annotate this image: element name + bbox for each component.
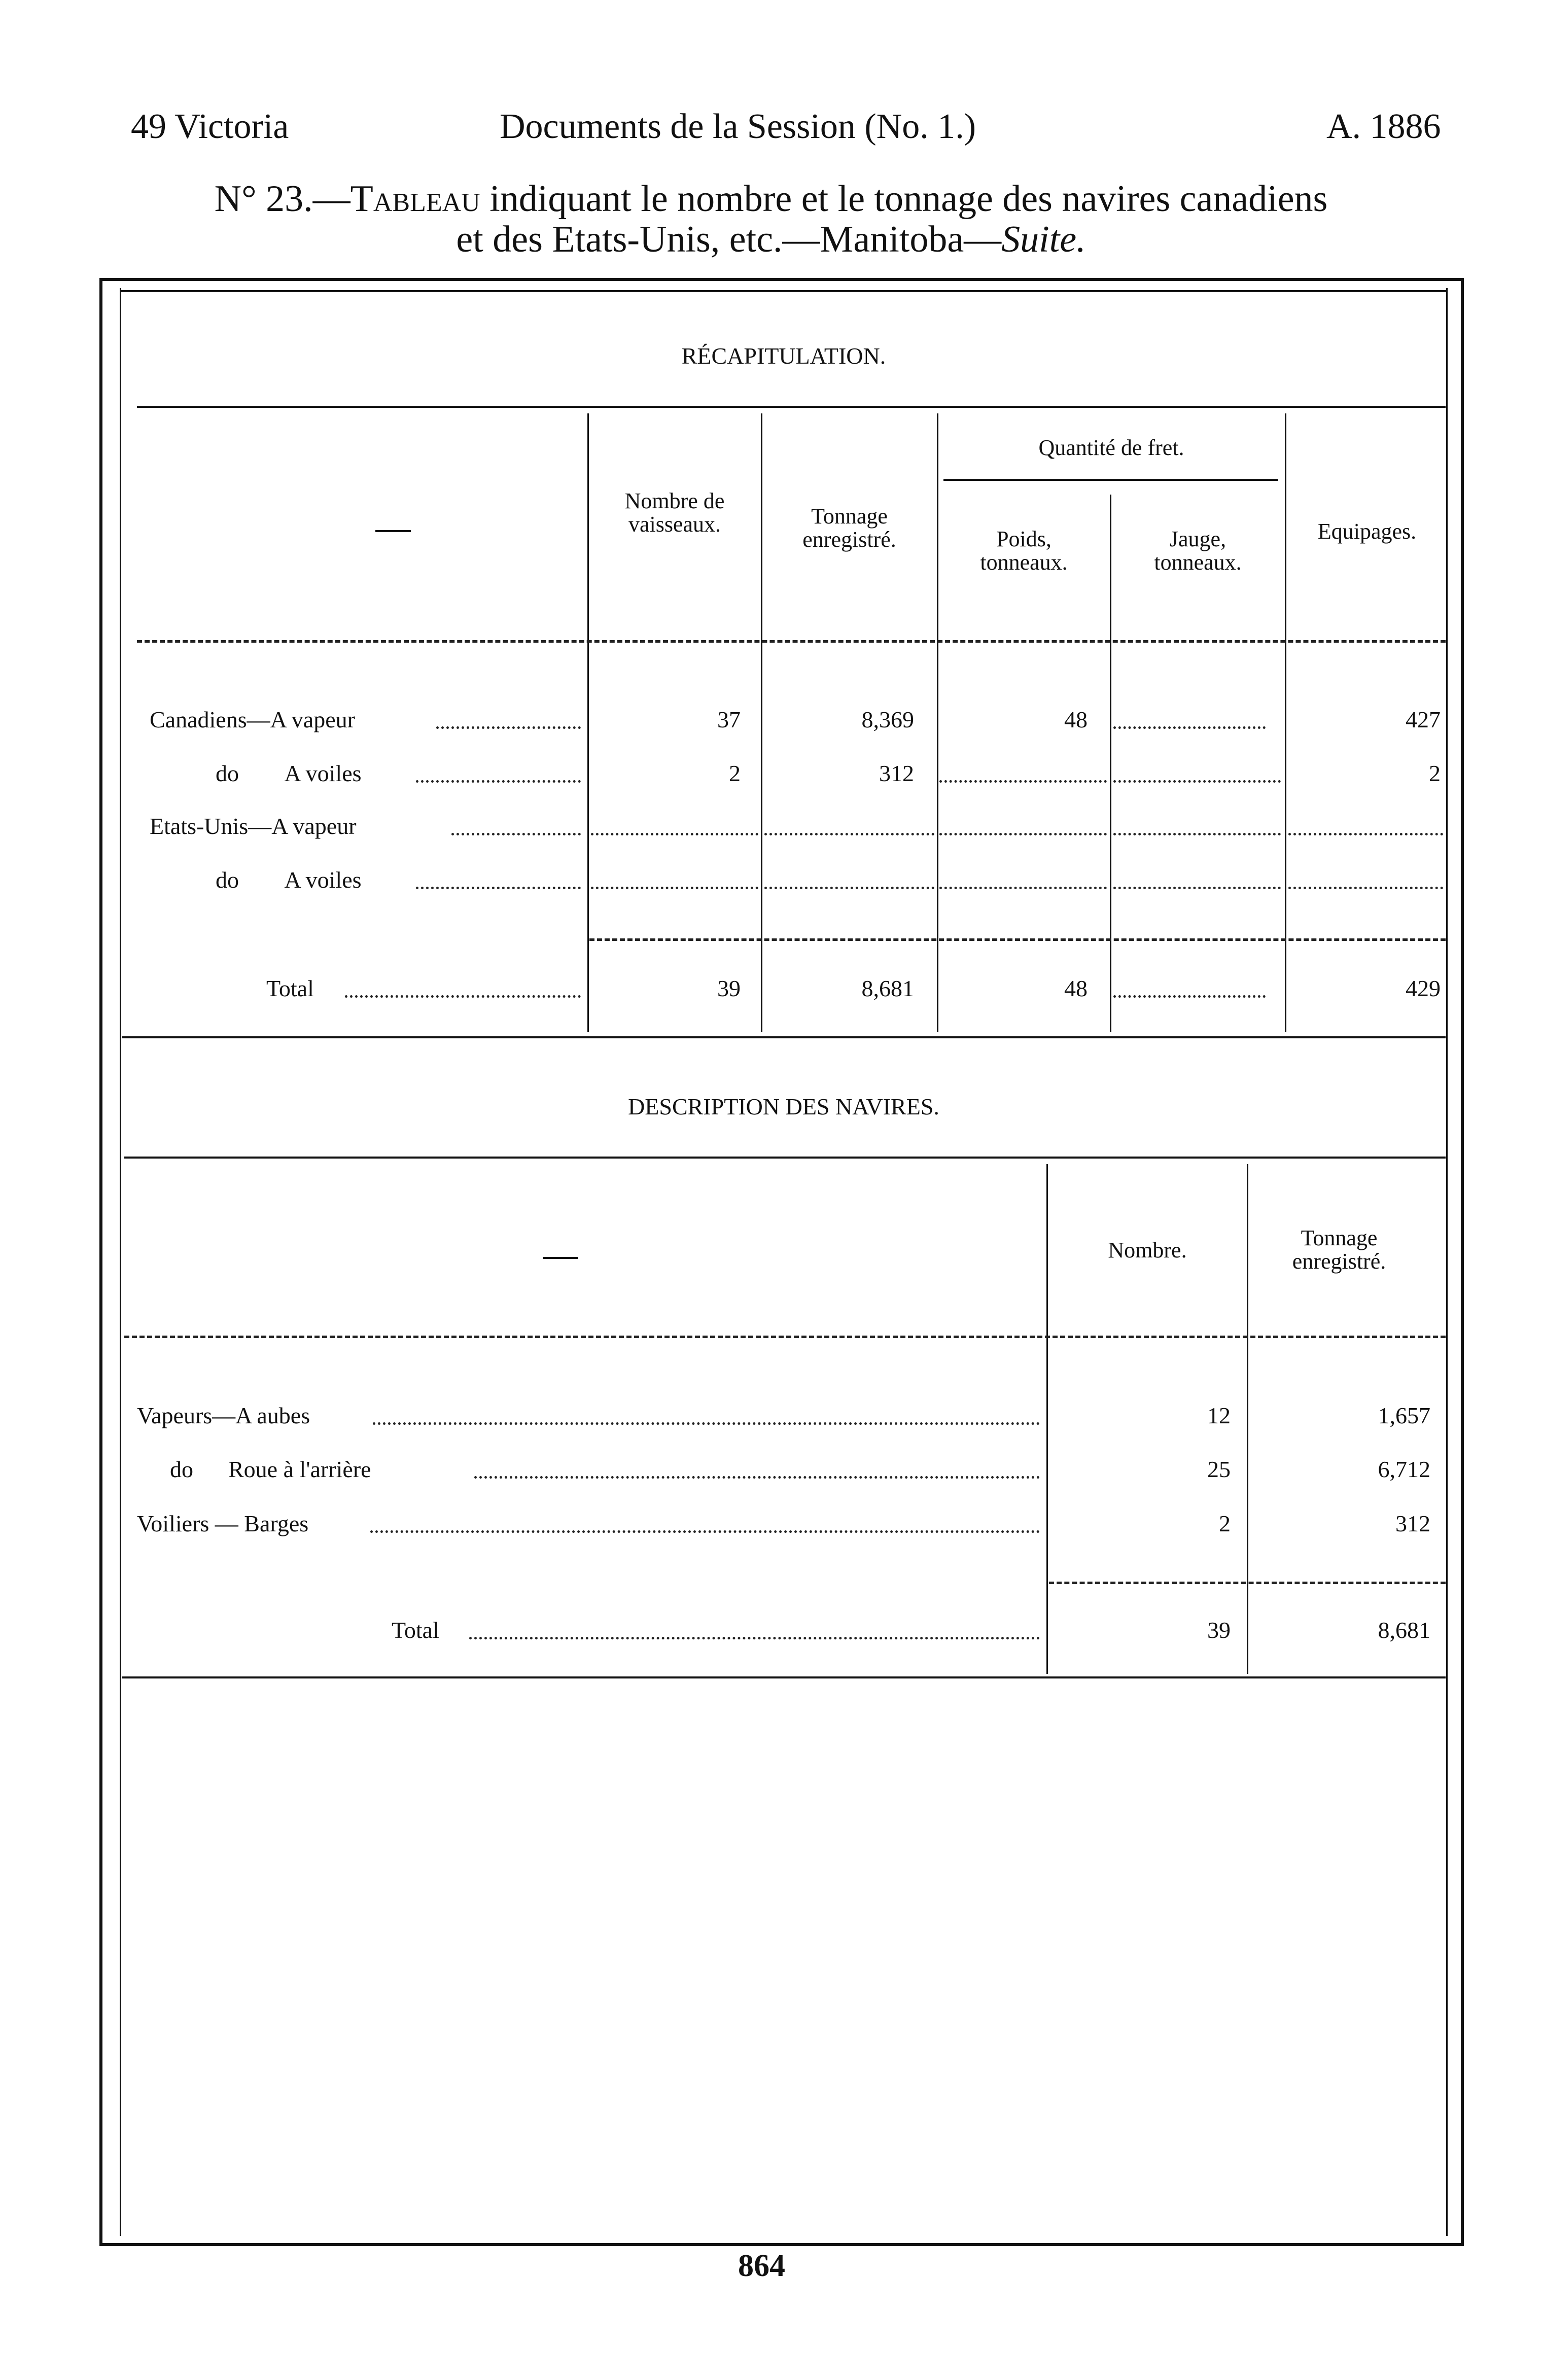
leader-dots bbox=[1113, 726, 1266, 729]
row-label: Canadiens—A vapeur bbox=[150, 707, 355, 732]
title-line2: et des Etats-Unis, etc.—Manitoba— bbox=[456, 219, 1002, 260]
leader-dots bbox=[1113, 995, 1266, 998]
total-rule bbox=[1049, 1582, 1446, 1584]
recap-header-rule bbox=[137, 640, 1446, 643]
quantite-rule bbox=[943, 479, 1278, 481]
col-poids: Poids, tonneaux. bbox=[980, 527, 1068, 575]
header-right: A. 1886 bbox=[1326, 107, 1441, 146]
cell-tonnage: 6,712 bbox=[1378, 1456, 1431, 1482]
leader-dots bbox=[1113, 833, 1281, 835]
description-heading: DESCRIPTION DES NAVIRES. bbox=[628, 1094, 939, 1119]
total-equipages: 429 bbox=[1406, 975, 1441, 1001]
leader-dots bbox=[373, 1422, 1040, 1425]
leader-dots bbox=[939, 833, 1107, 835]
cell-poids: 48 bbox=[1064, 707, 1088, 732]
cell-nombre: 37 bbox=[717, 707, 741, 732]
cell-tonnage: 312 bbox=[1395, 1511, 1430, 1536]
cell-nombre: 2 bbox=[729, 760, 741, 786]
recap-heading: RÉCAPITULATION. bbox=[681, 343, 886, 369]
row-label: do A voiles bbox=[216, 867, 362, 893]
col-tonnage-enregistre: Tonnage enregistré. bbox=[1292, 1226, 1386, 1274]
cell-nombre: 12 bbox=[1207, 1403, 1231, 1428]
stub-dash bbox=[543, 1257, 578, 1259]
total-label: Total bbox=[392, 1617, 439, 1643]
col-divider bbox=[587, 413, 589, 1032]
col-divider bbox=[1285, 413, 1286, 1032]
col-equipages: Equipages. bbox=[1317, 519, 1417, 544]
cell-equipages: 2 bbox=[1429, 760, 1441, 786]
cell-tonnage: 1,657 bbox=[1378, 1403, 1431, 1428]
total-nombre: 39 bbox=[717, 975, 741, 1001]
col-jauge: Jauge, tonneaux. bbox=[1154, 527, 1242, 575]
leader-dots bbox=[469, 1637, 1040, 1639]
header-center: Documents de la Session (No. 1.) bbox=[500, 107, 976, 146]
leader-dots bbox=[939, 887, 1107, 889]
page-title-line2: et des Etats-Unis, etc.—Manitoba—Suite. bbox=[0, 218, 1542, 261]
total-tonnage: 8,681 bbox=[1378, 1617, 1431, 1643]
page-title: N° 23.—Tableau indiquant le nombre et le… bbox=[0, 178, 1542, 221]
description-header-rule bbox=[124, 1336, 1446, 1338]
header-left: 49 Victoria bbox=[131, 107, 289, 146]
leader-dots bbox=[451, 833, 581, 835]
leader-dots bbox=[1113, 780, 1281, 783]
row-label: do Roue à l'arrière bbox=[170, 1456, 371, 1482]
cell-nombre: 2 bbox=[1219, 1511, 1231, 1536]
row-label: do A voiles bbox=[216, 760, 362, 786]
cell-tonnage: 312 bbox=[879, 760, 914, 786]
leader-dots bbox=[370, 1530, 1040, 1533]
col-divider bbox=[761, 413, 762, 1032]
description-top-rule bbox=[124, 1157, 1446, 1159]
col-tonnage: Tonnage enregistré. bbox=[802, 504, 896, 552]
col-divider bbox=[1046, 1164, 1048, 1674]
frame-top-line bbox=[120, 290, 1448, 292]
total-poids: 48 bbox=[1064, 975, 1088, 1001]
cell-equipages: 427 bbox=[1406, 707, 1441, 732]
title-number: N° 23.— bbox=[214, 178, 351, 220]
recap-top-rule bbox=[137, 406, 1446, 408]
leader-dots bbox=[1288, 887, 1443, 889]
total-tonnage: 8,681 bbox=[861, 975, 915, 1001]
page-number: 864 bbox=[738, 2249, 785, 2283]
total-rule bbox=[589, 938, 1446, 941]
row-label: Voiliers — Barges bbox=[137, 1511, 309, 1536]
title-lead: Tableau bbox=[350, 178, 480, 220]
leader-dots bbox=[1113, 887, 1281, 889]
leader-dots bbox=[591, 833, 758, 835]
total-label: Total bbox=[266, 975, 314, 1001]
row-label: Vapeurs—A aubes bbox=[137, 1403, 310, 1428]
inner-frame bbox=[120, 288, 1448, 2236]
description-bottom-rule bbox=[122, 1676, 1446, 1678]
col-nombre-vaisseaux: Nombre de vaisseaux. bbox=[624, 488, 725, 537]
leader-dots bbox=[1288, 833, 1443, 835]
leader-dots bbox=[764, 833, 934, 835]
leader-dots bbox=[591, 887, 758, 889]
outer-frame bbox=[99, 278, 1464, 2246]
col-quantite-fret: Quantité de fret. bbox=[1038, 435, 1184, 460]
cell-nombre: 25 bbox=[1207, 1456, 1231, 1482]
leader-dots bbox=[939, 780, 1107, 783]
stub-dash bbox=[375, 530, 411, 532]
col-divider bbox=[1110, 495, 1111, 1032]
leader-dots bbox=[416, 887, 581, 889]
row-label: Etats-Unis—A vapeur bbox=[150, 813, 357, 839]
leader-dots bbox=[764, 887, 934, 889]
title-rest: indiquant le nombre et le tonnage des na… bbox=[480, 178, 1328, 220]
col-nombre: Nombre. bbox=[1108, 1238, 1187, 1263]
total-nombre: 39 bbox=[1207, 1617, 1231, 1643]
title-suite: Suite. bbox=[1001, 219, 1086, 260]
col-divider bbox=[1247, 1164, 1248, 1674]
leader-dots bbox=[345, 995, 581, 998]
leader-dots bbox=[436, 726, 581, 729]
leader-dots bbox=[474, 1476, 1040, 1479]
leader-dots bbox=[416, 780, 581, 783]
recap-bottom-rule bbox=[122, 1036, 1446, 1038]
col-divider bbox=[937, 413, 938, 1032]
cell-tonnage: 8,369 bbox=[861, 707, 915, 732]
